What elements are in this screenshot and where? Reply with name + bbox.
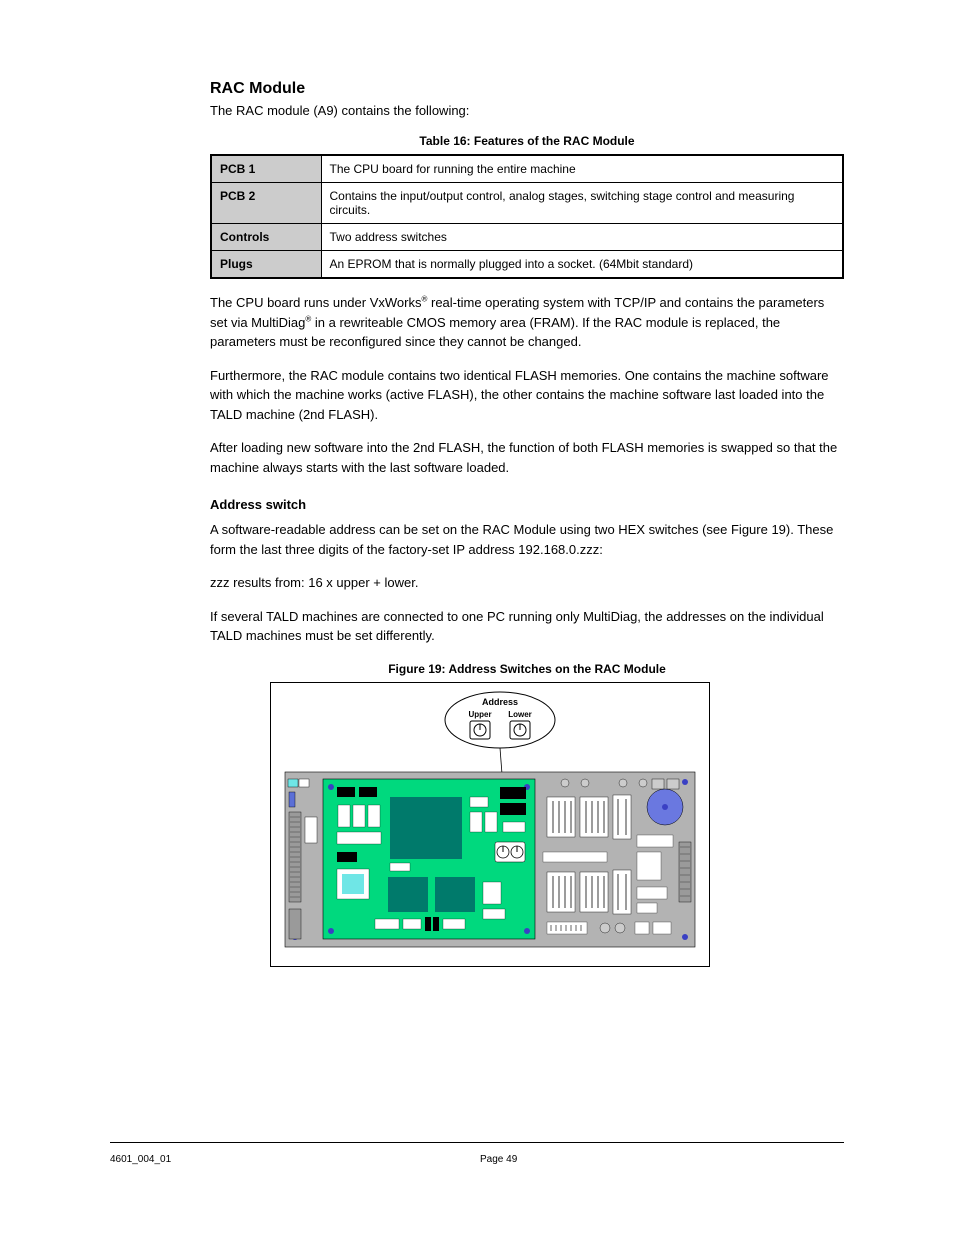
callout-title: Address (482, 697, 518, 707)
table-caption: Table 16: Features of the RAC Module (210, 134, 844, 148)
table-row: PCB 1 The CPU board for running the enti… (211, 155, 843, 183)
rac-board-svg: Address Upper Lower (275, 687, 705, 957)
table-desc: Contains the input/output control, analo… (321, 183, 843, 224)
table-desc: An EPROM that is normally plugged into a… (321, 251, 843, 279)
table-label: PCB 2 (211, 183, 321, 224)
paragraph-3: After loading new software into the 2nd … (210, 438, 844, 477)
table-row: Plugs An EPROM that is normally plugged … (211, 251, 843, 279)
address-p1: A software-readable address can be set o… (210, 520, 844, 559)
address-p3: If several TALD machines are connected t… (210, 607, 844, 646)
figure-caption: Figure 19: Address Switches on the RAC M… (210, 662, 844, 676)
footer-doc-id: 4601_004_01 (110, 1154, 171, 1165)
section-title: RAC Module (210, 80, 844, 98)
table-row: Controls Two address switches (211, 224, 843, 251)
table-desc: Two address switches (321, 224, 843, 251)
address-p2: zzz results from: 16 x upper + lower. (210, 573, 844, 593)
table-row: PCB 2 Contains the input/output control,… (211, 183, 843, 224)
subhead-address-switch: Address switch (210, 497, 844, 512)
p1a: The CPU board runs under VxWorks (210, 295, 421, 310)
footer-page-number: Page 49 (480, 1154, 517, 1165)
callout-lower: Lower (508, 710, 532, 719)
table-desc: The CPU board for running the entire mac… (321, 155, 843, 183)
figure-block: Figure 19: Address Switches on the RAC M… (210, 662, 844, 967)
table-label: Controls (211, 224, 321, 251)
footer-rule (110, 1142, 844, 1143)
paragraph-1: The CPU board runs under VxWorks® real-t… (210, 293, 844, 352)
section-intro: The RAC module (A9) contains the followi… (210, 102, 844, 120)
figure-frame: Address Upper Lower (270, 682, 710, 967)
features-table: PCB 1 The CPU board for running the enti… (210, 154, 844, 279)
table-label: PCB 1 (211, 155, 321, 183)
table-label: Plugs (211, 251, 321, 279)
paragraph-2: Furthermore, the RAC module contains two… (210, 366, 844, 425)
callout-upper: Upper (468, 710, 491, 719)
